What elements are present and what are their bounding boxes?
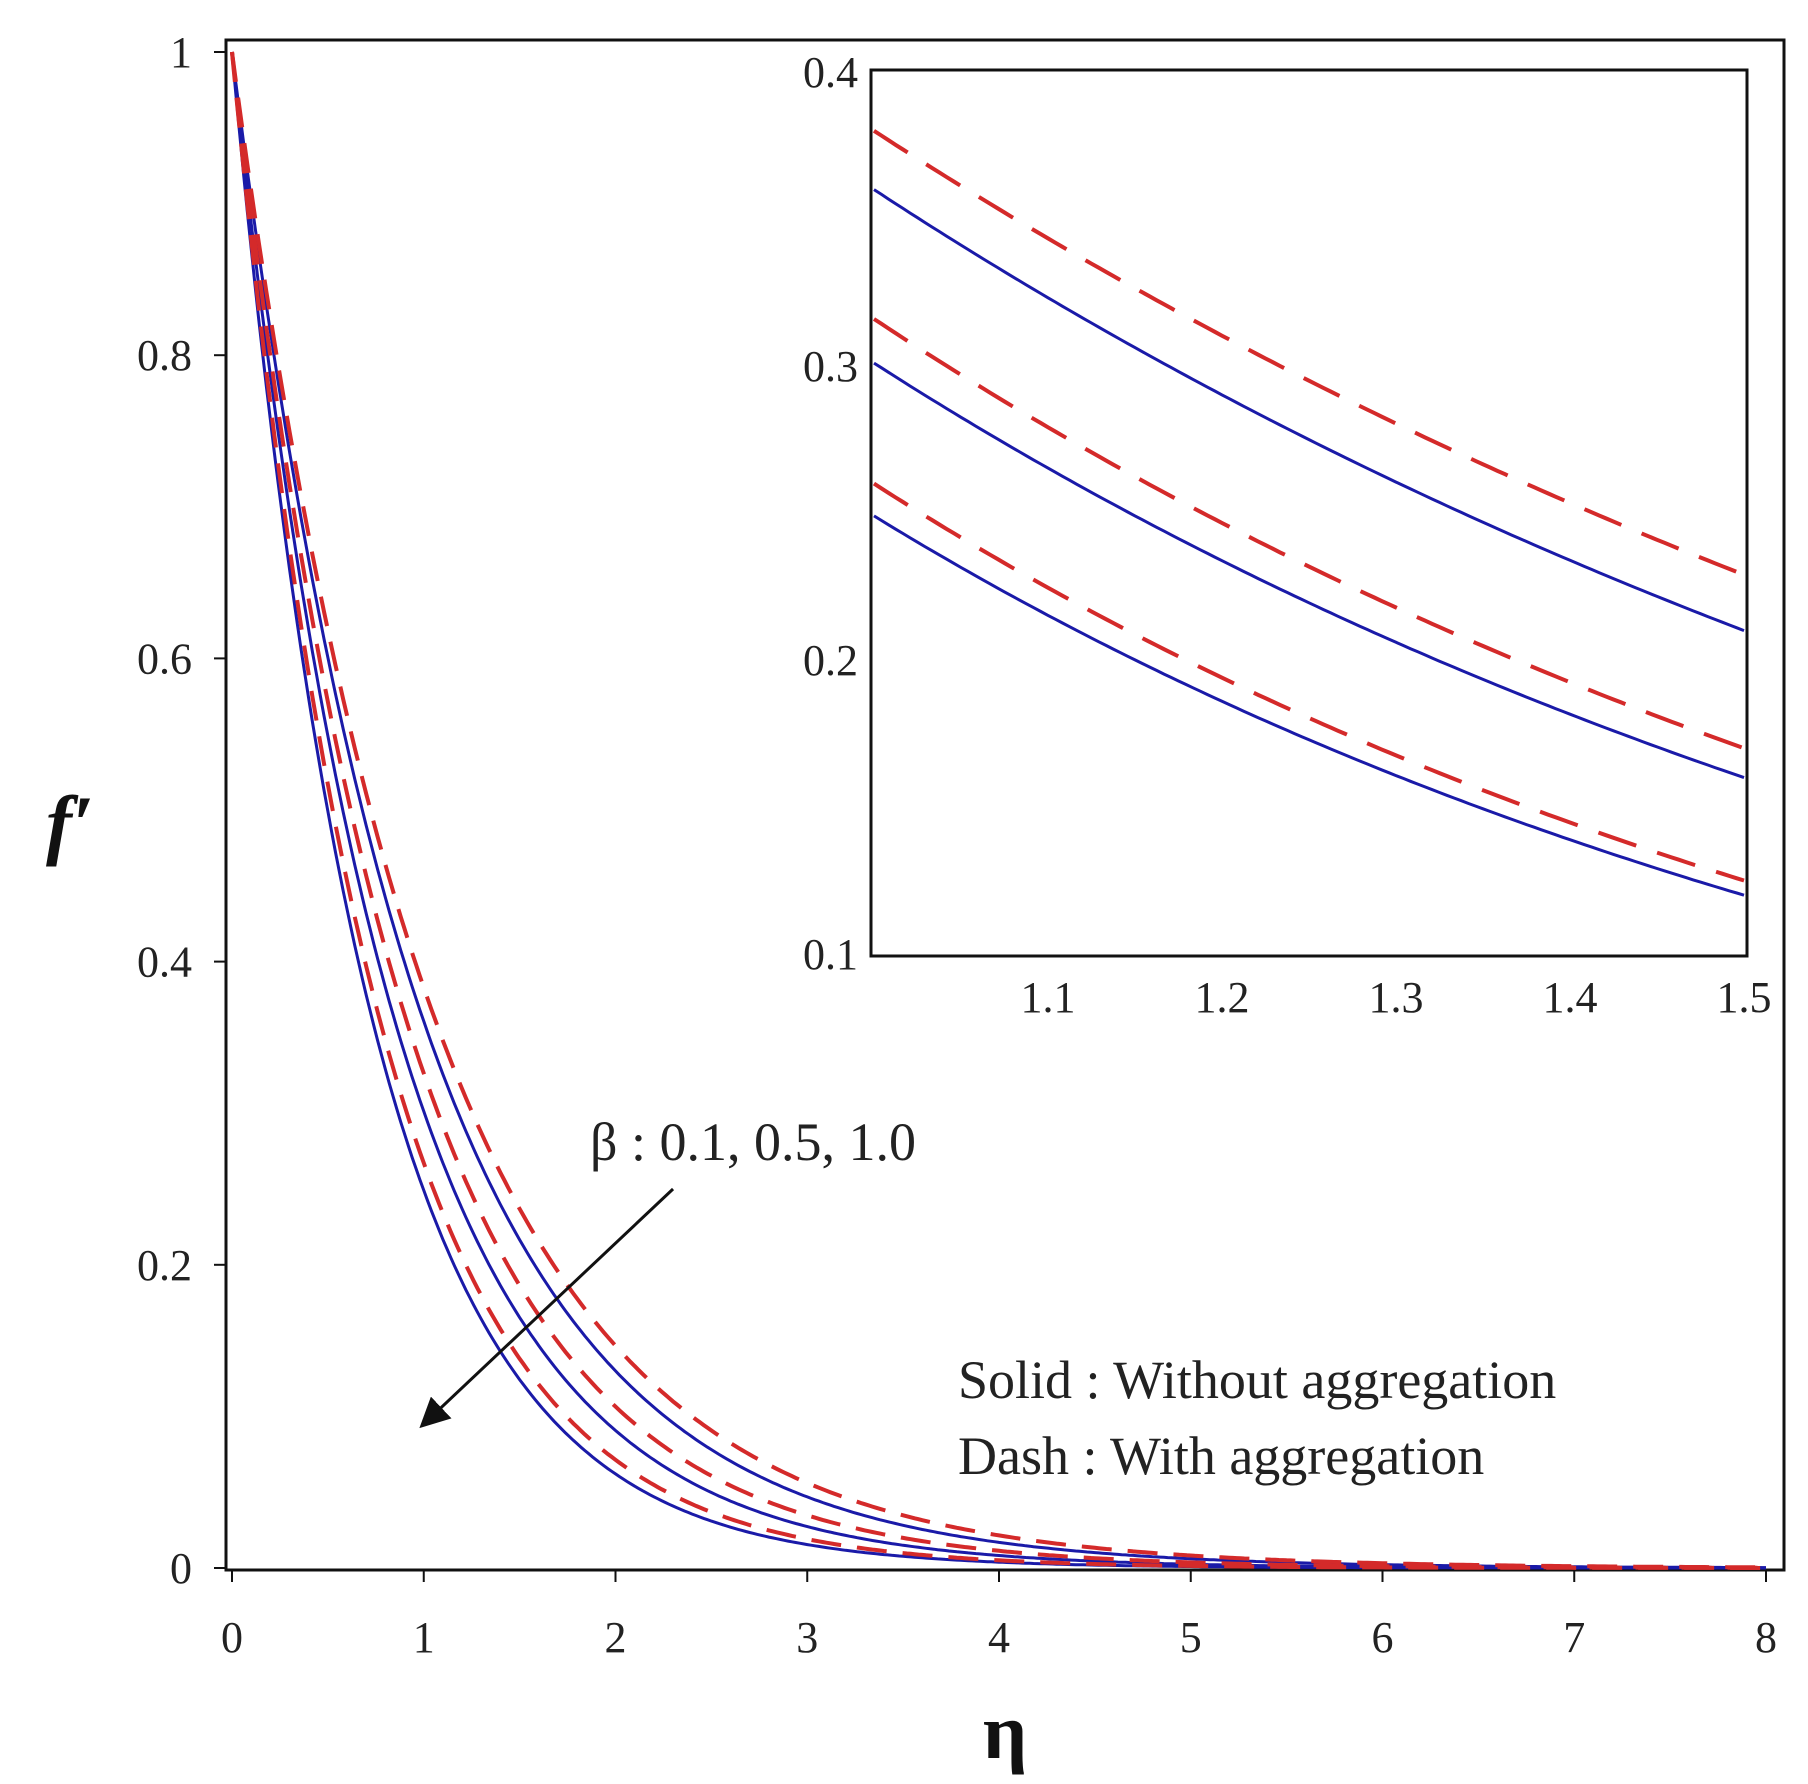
x-tick-label: 2	[605, 1613, 627, 1662]
inset-series-group	[872, 129, 1745, 897]
main-series-line-6	[230, 51, 1766, 1570]
x-tick-label: 4	[988, 1613, 1010, 1662]
legend-dash: Dash : With aggregation	[958, 1426, 1484, 1486]
y-tick-label: 0.4	[137, 938, 192, 987]
y-axis-title: f′	[46, 780, 94, 867]
inset-series-line-3	[873, 514, 1745, 897]
main-plot-frame	[224, 38, 1786, 1572]
inset-series-line-1	[873, 188, 1745, 632]
x-tick-label: 5	[1180, 1613, 1202, 1662]
y-tick-label: 0	[170, 1544, 192, 1593]
inset-axis-ticks: 1.1 1.2 1.3 1.4 1.5 0.1 0.2 0.3 0.4	[803, 48, 1772, 1022]
y-tick-label: 0.6	[137, 634, 192, 683]
inset-plot-frame	[869, 68, 1749, 958]
x-tick-label: 0	[221, 1613, 243, 1662]
y-tick-label: 0.8	[137, 331, 192, 380]
inset-y-tick-label: 0.4	[803, 48, 858, 97]
x-tick-label: 3	[796, 1613, 818, 1662]
main-axis-ticks: 0 1 2 3 4 5 6 7 8 0 0.2 0.4 0.6 0.8 1	[137, 28, 1777, 1662]
inset-y-tick-label: 0.1	[803, 930, 858, 979]
x-tick-label: 6	[1372, 1613, 1394, 1662]
inset-series-line-5	[872, 317, 1745, 751]
x-tick-label: 1	[413, 1613, 435, 1662]
y-tick-label: 0.2	[137, 1241, 192, 1290]
inset-series-line-4	[872, 129, 1745, 577]
inset-y-tick-label: 0.3	[803, 342, 858, 391]
beta-annotation: β : 0.1, 0.5, 1.0	[590, 1112, 916, 1172]
y-tick-label: 1	[170, 28, 192, 77]
x-tick-label: 8	[1755, 1613, 1777, 1662]
beta-direction-arrow	[419, 1187, 675, 1429]
inset-x-tick-label: 1.3	[1369, 973, 1424, 1022]
inset-series-line-6	[872, 481, 1745, 883]
main-series-group	[230, 51, 1766, 1570]
inset-x-tick-label: 1.4	[1543, 973, 1598, 1022]
inset-y-tick-label: 0.2	[803, 636, 858, 685]
x-axis-title: η	[983, 1688, 1027, 1775]
x-tick-label: 7	[1563, 1613, 1585, 1662]
legend-solid: Solid : Without aggregation	[958, 1350, 1556, 1410]
inset-x-tick-label: 1.5	[1717, 973, 1772, 1022]
inset-background	[871, 70, 1747, 956]
inset-x-tick-label: 1.1	[1021, 973, 1076, 1022]
inset-x-tick-label: 1.2	[1195, 973, 1250, 1022]
inset-series-line-2	[873, 361, 1745, 780]
